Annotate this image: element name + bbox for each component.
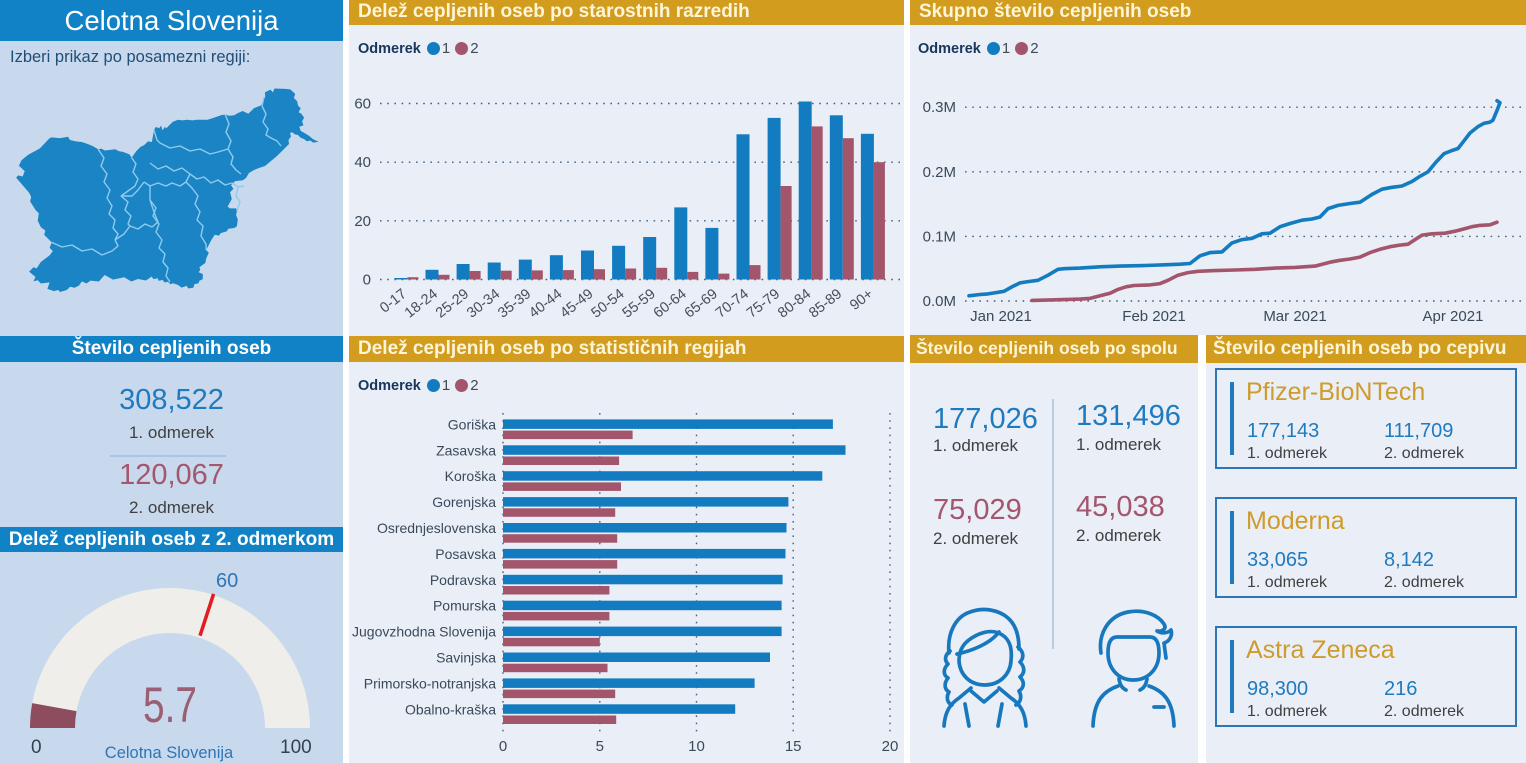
svg-text:30-34: 30-34 [464, 286, 503, 321]
svg-text:80-84: 80-84 [775, 286, 814, 321]
svg-text:0: 0 [499, 738, 507, 755]
svg-text:0.1M: 0.1M [923, 228, 956, 245]
svg-text:5.7: 5.7 [143, 677, 197, 733]
svg-text:18-24: 18-24 [402, 286, 441, 321]
svg-text:0.3M: 0.3M [923, 99, 956, 116]
svg-text:50-54: 50-54 [588, 286, 627, 321]
svg-text:Goriška: Goriška [448, 416, 496, 432]
svg-text:Koroška: Koroška [445, 468, 497, 484]
svg-text:0.2M: 0.2M [923, 164, 956, 181]
svg-text:35-39: 35-39 [495, 286, 534, 321]
svg-text:Feb 2021: Feb 2021 [1122, 308, 1185, 325]
svg-text:Podravska: Podravska [430, 572, 496, 588]
svg-text:Posavska: Posavska [435, 546, 496, 562]
svg-text:45-49: 45-49 [557, 286, 596, 321]
svg-text:65-69: 65-69 [682, 286, 721, 321]
svg-text:Jugovzhodna Slovenija: Jugovzhodna Slovenija [352, 624, 496, 640]
svg-text:20: 20 [882, 738, 899, 755]
svg-text:0.0M: 0.0M [923, 293, 956, 310]
svg-text:Mar 2021: Mar 2021 [1263, 308, 1326, 325]
svg-text:60: 60 [354, 96, 371, 113]
svg-text:0: 0 [363, 272, 371, 289]
svg-text:60-64: 60-64 [651, 286, 690, 321]
svg-text:60: 60 [216, 570, 238, 592]
svg-text:Apr 2021: Apr 2021 [1423, 308, 1484, 325]
svg-text:Savinjska: Savinjska [436, 650, 496, 666]
svg-text:25-29: 25-29 [433, 286, 472, 321]
svg-text:Zasavska: Zasavska [436, 442, 496, 458]
svg-text:100: 100 [280, 737, 312, 758]
svg-text:15: 15 [785, 738, 802, 755]
svg-text:Gorenjska: Gorenjska [432, 494, 496, 510]
svg-text:Jan 2021: Jan 2021 [970, 308, 1032, 325]
svg-text:Osrednjeslovenska: Osrednjeslovenska [377, 520, 496, 536]
svg-text:90+: 90+ [847, 286, 876, 314]
svg-text:Obalno-kraška: Obalno-kraška [405, 701, 496, 717]
svg-text:Primorsko-notranjska: Primorsko-notranjska [364, 675, 496, 691]
svg-text:Celotna Slovenija: Celotna Slovenija [105, 744, 234, 762]
svg-text:85-89: 85-89 [806, 286, 845, 321]
svg-text:20: 20 [354, 213, 371, 230]
svg-text:5: 5 [596, 738, 604, 755]
svg-text:10: 10 [688, 738, 705, 755]
svg-text:40: 40 [354, 154, 371, 171]
svg-text:Pomurska: Pomurska [433, 598, 496, 614]
svg-text:0: 0 [31, 737, 42, 758]
svg-text:55-59: 55-59 [620, 286, 659, 321]
svg-text:75-79: 75-79 [744, 286, 783, 321]
svg-text:70-74: 70-74 [713, 286, 752, 321]
svg-text:40-44: 40-44 [526, 286, 565, 321]
